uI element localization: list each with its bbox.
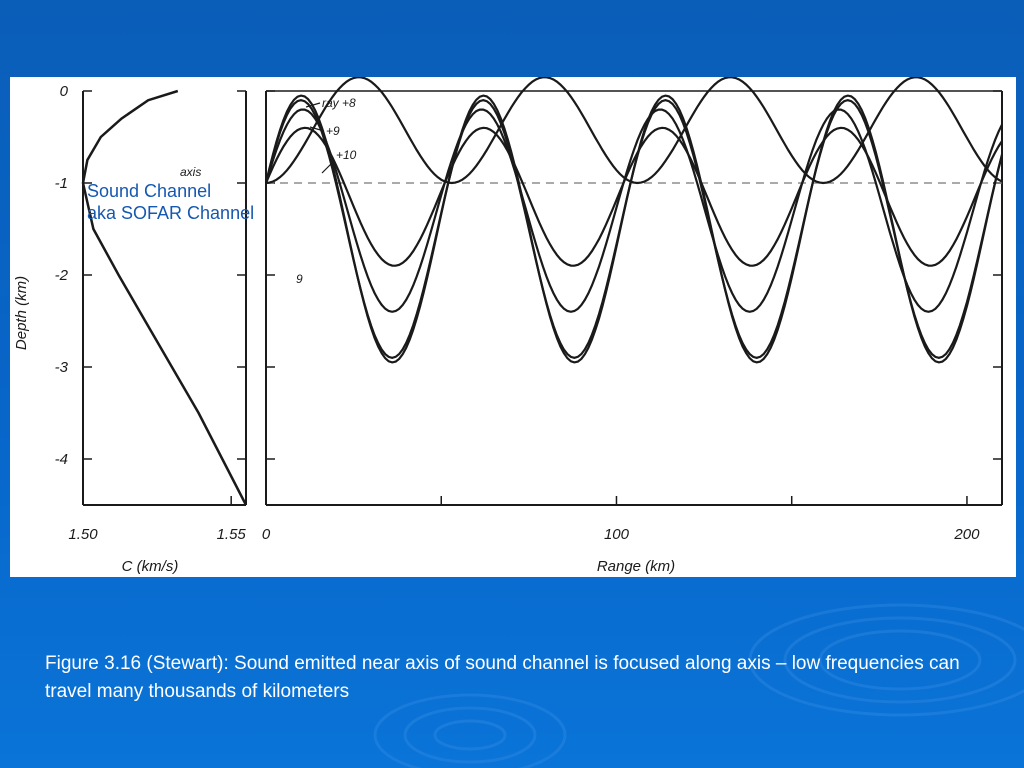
range-tick-label: 100 — [604, 526, 630, 543]
speed-tick-label: 1.55 — [217, 526, 247, 543]
depth-tick-label: -2 — [55, 267, 69, 284]
depth-tick-label: 0 — [60, 83, 69, 100]
depth-tick-label: -4 — [55, 451, 68, 468]
sound-channel-figure: 0 -1 -2 -3 -4 1.50 1.55 0 100 200 axis ray +8 +… — [13, 77, 1004, 575]
x-axis-label-range: Range (km) — [597, 558, 675, 575]
speed-panel-frame — [82, 91, 247, 506]
depth-tick-label: -1 — [55, 175, 68, 192]
ray-path-2 — [264, 108, 1003, 313]
speed-ticks: 1.50 1.55 — [68, 496, 246, 543]
annotation-ray-minus-9: 9 — [296, 272, 303, 286]
ray-path-1 — [264, 126, 1003, 267]
overlay-line-1: Sound Channel — [87, 181, 212, 201]
ray-path-0 — [265, 77, 1003, 185]
annotation-axis: axis — [180, 165, 201, 179]
depth-tick-label: -3 — [55, 359, 69, 376]
overlay-line-2: aka SOFAR Channel — [87, 203, 255, 223]
speed-tick-label: 1.50 — [68, 526, 98, 543]
y-axis-label: Depth (km) — [13, 276, 30, 350]
sound-speed-curve — [81, 89, 248, 506]
depth-ticks: 0 -1 -2 -3 -4 — [55, 83, 1002, 468]
annotation-leaders — [305, 102, 335, 174]
ray-path-4 — [264, 99, 1004, 359]
range-tick-label: 0 — [262, 526, 271, 543]
range-tick-label: 200 — [953, 526, 980, 543]
x-axis-label-speed: C (km/s) — [122, 558, 179, 575]
slide-caption: Figure 3.16 (Stewart): Sound emitted nea… — [45, 653, 960, 702]
range-ticks: 0 100 200 — [262, 496, 980, 543]
sound-channel-label: Sound Channel aka SOFAR Channel — [87, 180, 254, 224]
annotation-ray-10: +10 — [336, 148, 357, 162]
ray-path-3 — [264, 94, 1004, 364]
annotation-ray-8: ray +8 — [322, 96, 356, 110]
annotation-ray-9: +9 — [326, 124, 340, 138]
range-panel-frame — [265, 90, 1003, 506]
figure-panel: 0 -1 -2 -3 -4 1.50 1.55 0 100 200 axis ray +8 +… — [10, 77, 1016, 577]
ray-paths — [264, 77, 1004, 364]
